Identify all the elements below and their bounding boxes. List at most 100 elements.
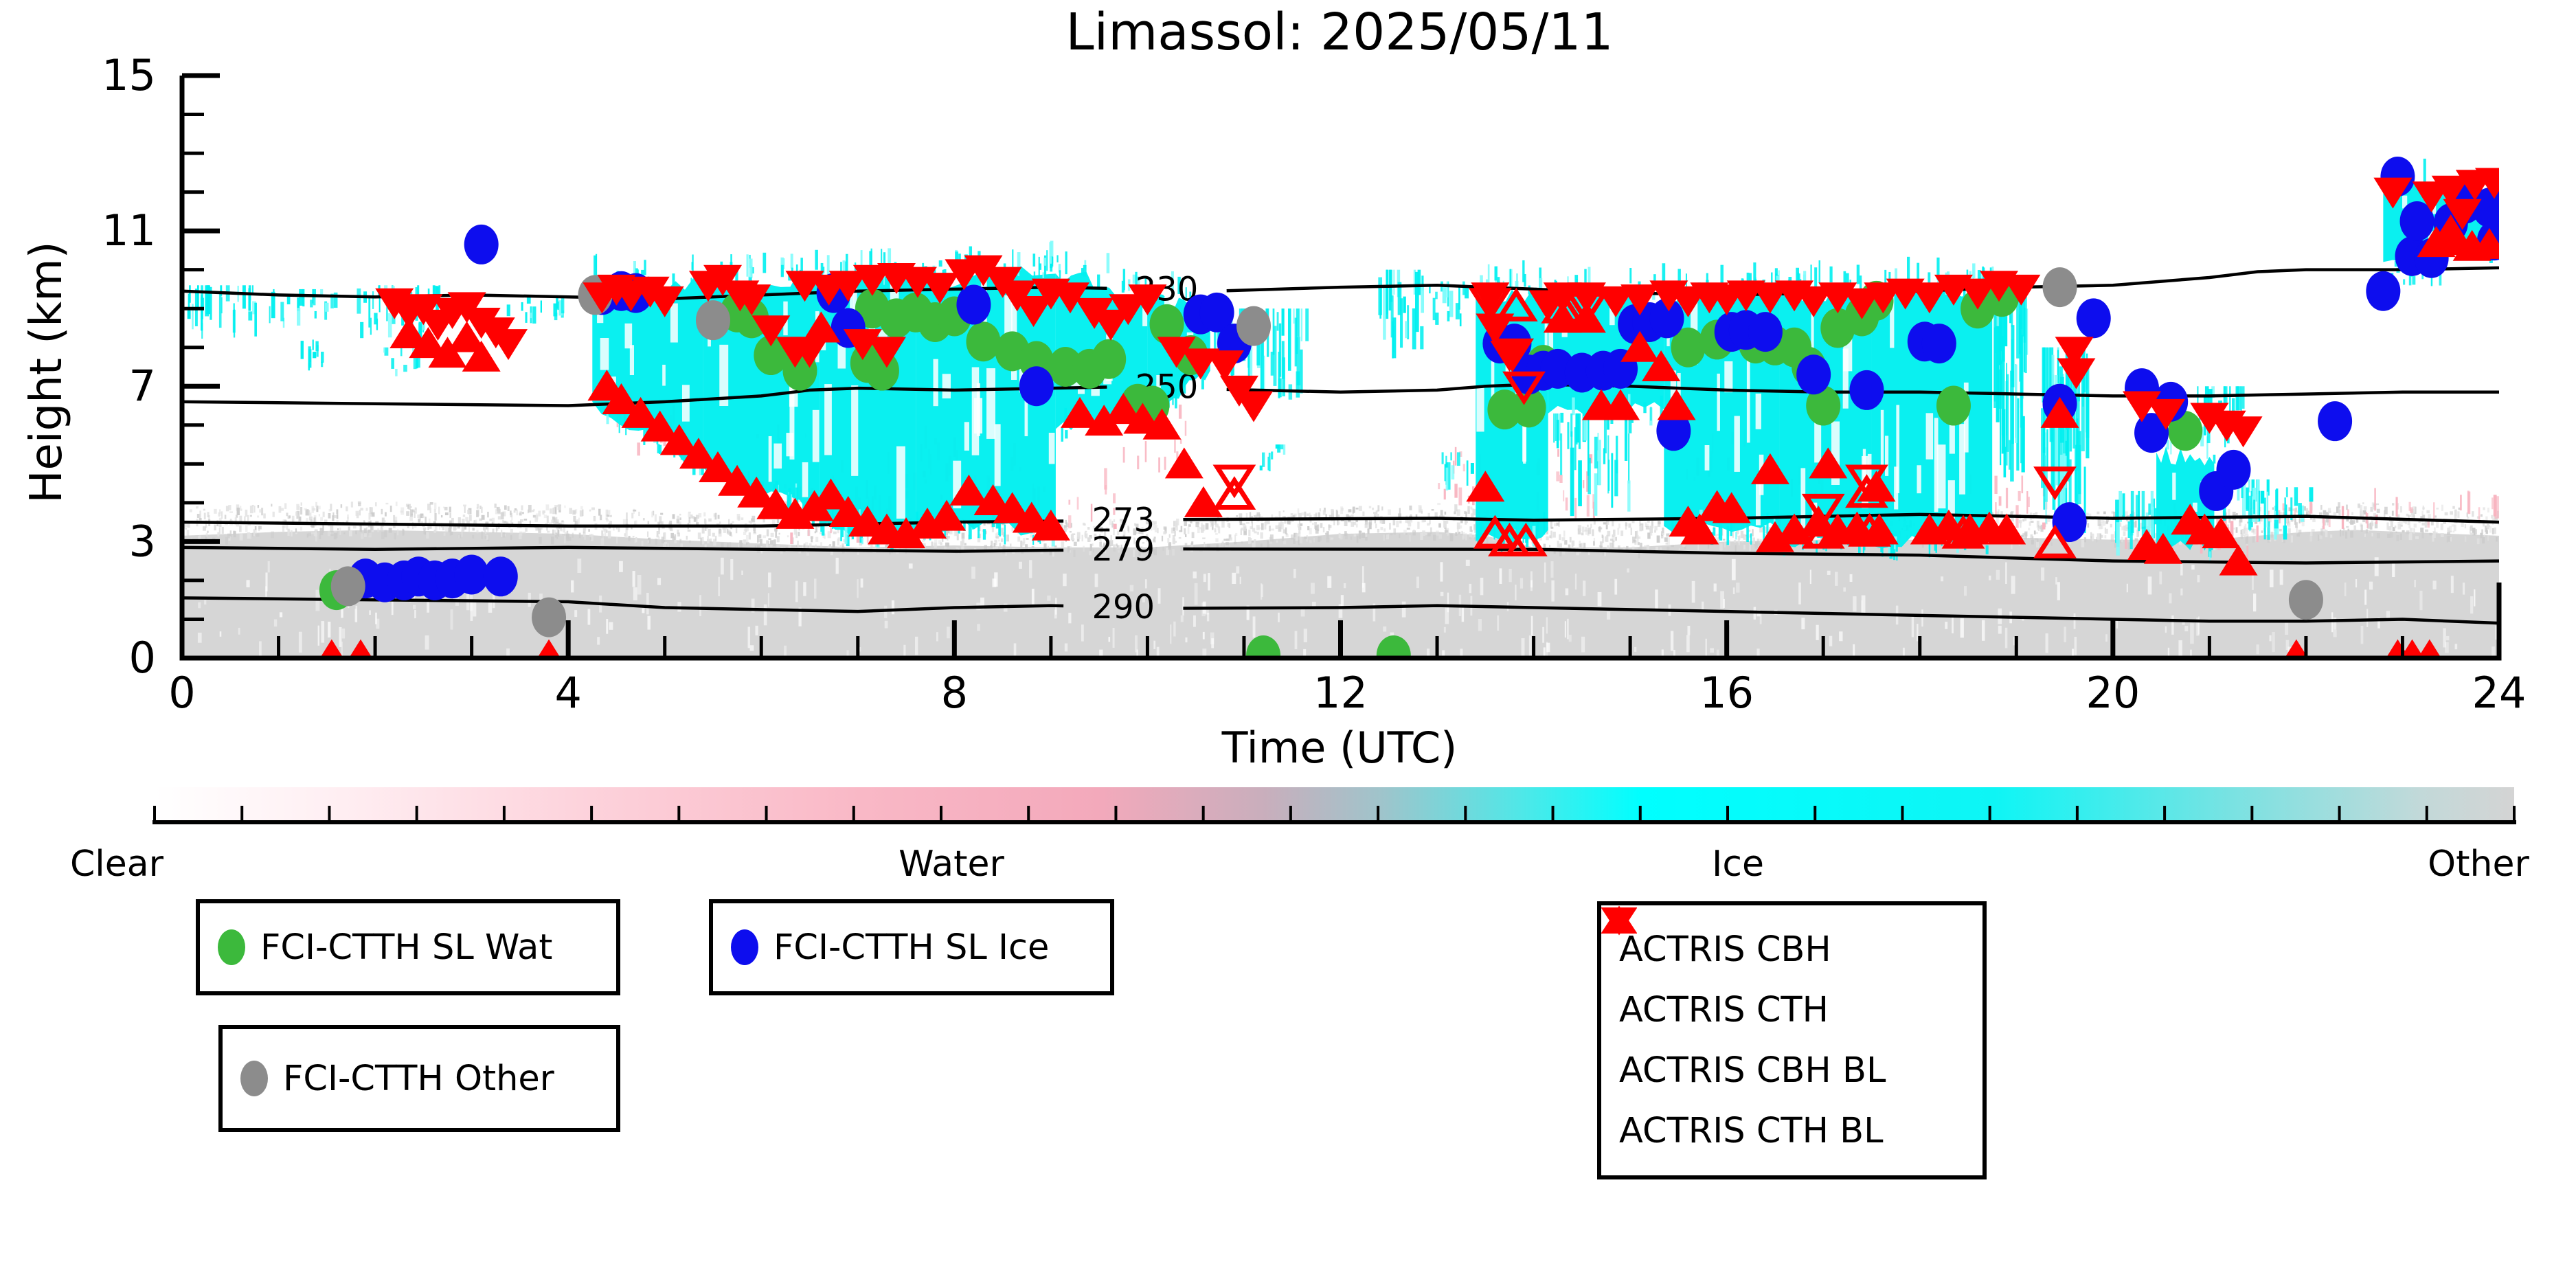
ice-cloud-streak: [297, 297, 300, 312]
gray-speckle: [1221, 521, 1225, 528]
gray-speckle: [787, 535, 789, 538]
gray-speckle: [468, 526, 470, 532]
gray-speckle: [2281, 536, 2284, 543]
ice-cloud-streak: [315, 341, 319, 352]
cloud-fringe: [1750, 533, 1752, 545]
gray-speckle: [1283, 529, 1287, 534]
gray-speckle: [1737, 528, 1739, 534]
ice-cloud-streak: [360, 321, 364, 339]
gray-texture: [2443, 628, 2446, 648]
water-speckle: [1068, 515, 1072, 529]
gray-speckle: [1399, 508, 1401, 515]
gray-speckle: [2267, 536, 2270, 543]
data-point: [703, 264, 743, 296]
gray-speckle: [221, 511, 223, 519]
gray-speckle: [2392, 503, 2395, 506]
gray-speckle: [433, 530, 436, 533]
data-point: [1657, 389, 1696, 420]
gray-speckle: [1626, 545, 1629, 552]
gray-speckle: [2133, 512, 2135, 519]
gray-texture: [455, 591, 459, 606]
gray-speckle: [1576, 549, 1579, 556]
ice-cloud-streak: [233, 303, 235, 317]
gray-texture: [1687, 626, 1691, 635]
gray-speckle: [591, 534, 594, 541]
gray-speckle: [2421, 531, 2424, 539]
gray-speckle: [476, 510, 479, 517]
gray-speckle: [1377, 528, 1380, 533]
ice-cloud-streak: [1250, 329, 1252, 374]
gray-speckle: [1682, 544, 1686, 547]
gray-speckle: [1142, 541, 1145, 544]
gray-speckle: [472, 534, 475, 539]
data-point: [1712, 492, 1751, 523]
gray-speckle: [642, 518, 645, 521]
gray-speckle: [809, 543, 812, 549]
gray-speckle: [1743, 544, 1745, 550]
gray-speckle: [589, 534, 592, 537]
gray-speckle: [1076, 532, 1081, 539]
data-point: [2219, 544, 2258, 576]
gray-speckle: [2425, 529, 2429, 532]
gray-speckle: [1628, 523, 1631, 528]
gray-speckle: [1438, 523, 1441, 528]
gray-speckle: [1167, 538, 1170, 543]
cloud-gap: [789, 370, 795, 460]
data-point: [907, 507, 947, 539]
gray-speckle: [2232, 511, 2236, 518]
data-point: [1012, 501, 1051, 533]
gray-texture: [1544, 562, 1546, 583]
gray-speckle: [287, 528, 290, 536]
cloud-fringe: [1766, 512, 1769, 535]
gray-speckle: [1085, 530, 1087, 533]
gray-speckle: [2029, 521, 2031, 526]
gray-speckle: [704, 544, 707, 550]
ice-cloud-streak: [379, 285, 381, 313]
cloud-gap: [1934, 418, 1939, 512]
gray-speckle: [428, 518, 431, 524]
ice-cloud-streak: [400, 347, 403, 357]
ice-cloud-streak: [1260, 330, 1265, 392]
gray-speckle: [1625, 521, 1627, 530]
gray-texture: [1982, 620, 1985, 641]
ice-cloud-streak: [1287, 308, 1291, 371]
x-tick-label: 4: [554, 668, 581, 718]
ice-cloud-streak: [1282, 357, 1285, 396]
water-speckle: [2427, 519, 2430, 528]
gray-speckle: [2474, 529, 2477, 535]
cloud-fringe: [883, 252, 886, 273]
cloud-gap: [994, 424, 1001, 486]
gray-speckle: [680, 543, 683, 548]
gray-speckle: [236, 515, 238, 518]
ice-cloud-streak: [1270, 352, 1274, 376]
gray-speckle: [529, 520, 531, 525]
gray-speckle: [2429, 532, 2432, 536]
gray-speckle: [1362, 511, 1365, 517]
gray-speckle: [1269, 526, 1271, 532]
gray-speckle: [2367, 523, 2371, 529]
gray-speckle: [626, 519, 628, 526]
ice-cloud-streak: [1296, 337, 1298, 354]
ice-cloud-streak: [220, 285, 223, 296]
gray-speckle: [1070, 546, 1072, 549]
gray-texture: [1546, 617, 1548, 634]
gray-speckle: [2114, 543, 2118, 548]
gray-speckle: [527, 509, 530, 514]
gray-speckle: [601, 533, 605, 541]
gray-speckle: [947, 542, 949, 547]
ice-cloud-streak: [1280, 444, 1284, 450]
gray-speckle: [449, 506, 451, 513]
gray-speckle: [2481, 529, 2483, 535]
gray-speckle: [1329, 515, 1332, 519]
gray-speckle: [2100, 534, 2103, 538]
gray-speckle: [2483, 534, 2485, 537]
gray-speckle: [425, 517, 427, 523]
gray-speckle: [1110, 535, 1112, 542]
gray-speckle: [1313, 514, 1317, 520]
gray-speckle: [1175, 520, 1178, 528]
gray-speckle: [1444, 511, 1447, 515]
gray-speckle: [340, 504, 343, 508]
data-point: [483, 556, 518, 597]
gray-speckle: [2325, 530, 2328, 538]
gray-speckle: [638, 511, 640, 517]
